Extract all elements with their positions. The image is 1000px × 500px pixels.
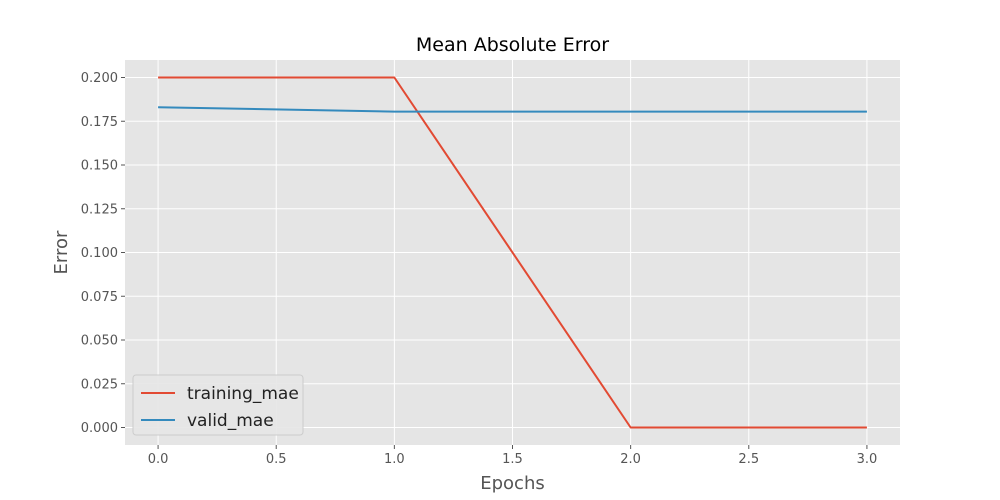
y-tick-label: 0.150 xyxy=(81,159,118,174)
x-tick-label: 2.0 xyxy=(620,452,641,467)
x-tick-label: 2.5 xyxy=(738,452,759,467)
y-axis-ticks: 0.000 0.025 0.050 0.075 0.100 0.125 0.150 0.175… xyxy=(81,71,125,436)
x-tick-label: 3.0 xyxy=(857,452,878,467)
x-axis-title: Epochs xyxy=(480,473,545,494)
y-axis-title: Error xyxy=(51,230,72,274)
y-tick-label: 0.075 xyxy=(81,290,118,305)
x-tick-label: 1.0 xyxy=(384,452,405,467)
legend-label: valid_mae xyxy=(187,411,274,431)
legend-label: training_mae xyxy=(187,384,299,404)
x-axis-ticks: 0.0 0.5 1.0 1.5 2.0 2.5 3.0 xyxy=(148,445,878,467)
y-tick-label: 0.175 xyxy=(81,115,118,130)
y-tick-label: 0.000 xyxy=(81,421,118,436)
x-tick-label: 0.5 xyxy=(266,452,287,467)
x-tick-label: 1.5 xyxy=(502,452,523,467)
y-tick-label: 0.100 xyxy=(81,246,118,261)
series-lines xyxy=(158,76,867,429)
legend-box xyxy=(132,374,304,436)
x-tick-label: 0.0 xyxy=(148,452,169,467)
series-line-valid_mae xyxy=(158,106,867,113)
legend: training_mae valid_mae xyxy=(132,374,304,436)
y-tick-label: 0.200 xyxy=(81,71,118,86)
y-tick-label: 0.025 xyxy=(81,377,118,392)
y-tick-label: 0.125 xyxy=(81,202,118,217)
chart-title: Mean Absolute Error xyxy=(416,34,609,56)
series-line-training_mae xyxy=(158,76,867,429)
y-tick-label: 0.050 xyxy=(81,334,118,349)
